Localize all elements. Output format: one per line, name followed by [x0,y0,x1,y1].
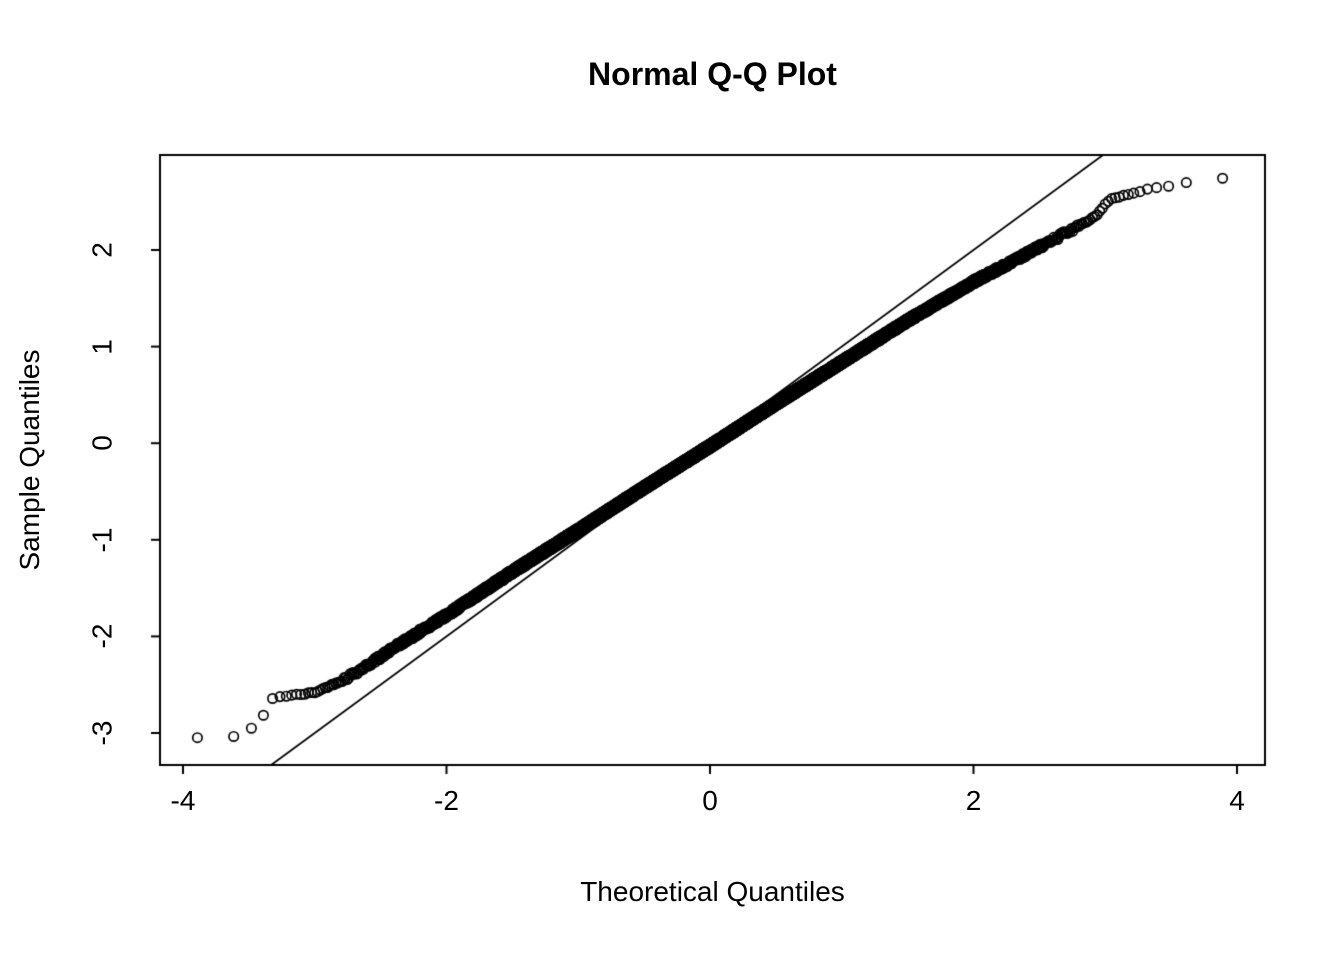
x-axis-label: Theoretical Quantiles [580,876,845,907]
chart-title: Normal Q-Q Plot [588,56,837,92]
x-tick-label: -4 [170,785,196,816]
x-tick-label: 0 [702,785,718,816]
y-tick-label: 2 [86,242,118,258]
y-tick-label: 0 [86,435,118,451]
y-axis-label: Sample Quantiles [14,349,45,571]
y-tick-label: -2 [86,623,118,649]
y-tick-label: -1 [86,527,118,553]
y-tick-label: -3 [86,720,118,746]
x-tick-label: 4 [1229,785,1245,816]
x-tick-label: -2 [434,785,459,816]
x-tick-label: 2 [965,785,982,816]
y-tick-label: 1 [86,338,118,355]
